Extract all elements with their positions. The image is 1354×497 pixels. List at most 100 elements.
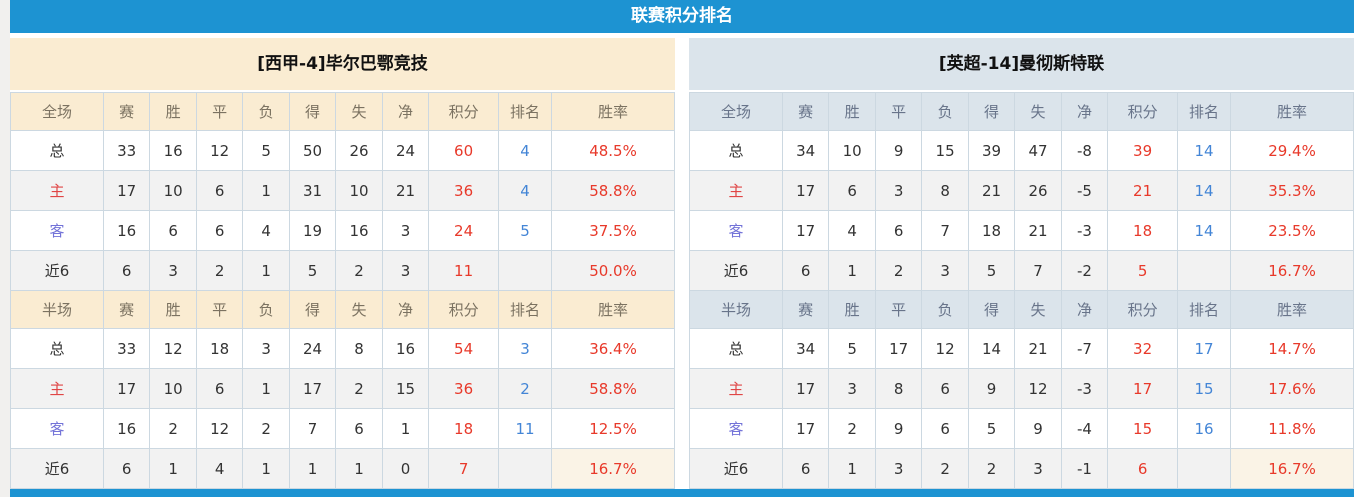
stat-cell: -8 [1060, 130, 1109, 171]
row-label: 主 [10, 170, 104, 211]
rank-cell: 11 [497, 408, 553, 449]
stat-cell: 3 [149, 250, 197, 291]
stat-cell: 1 [288, 448, 337, 489]
points-cell: 39 [1107, 130, 1178, 171]
column-header-cell: 负 [242, 290, 290, 329]
rank-cell: 14 [1176, 170, 1232, 211]
stat-cell: 6 [921, 368, 969, 409]
stat-cell: 2 [335, 250, 383, 291]
stat-cell: 1 [381, 408, 430, 449]
column-header-cell: 负 [921, 92, 969, 131]
column-header-cell: 赛 [102, 290, 151, 329]
stat-cell: 33 [102, 328, 151, 369]
stat-cell: 6 [102, 448, 151, 489]
column-header-cell: 负 [242, 92, 290, 131]
column-header-cell: 胜率 [1230, 290, 1354, 329]
stat-cell: 6 [195, 368, 244, 409]
row-label: 客 [689, 408, 783, 449]
column-header-cell: 失 [335, 92, 383, 131]
stat-cell: 12 [195, 130, 244, 171]
stats-row-total: 总 34 5 17 12 14 21 -7 32 17 14.7% [689, 328, 1354, 369]
rank-cell [1176, 448, 1232, 489]
stat-cell: 10 [335, 170, 383, 211]
points-cell: 36 [428, 368, 499, 409]
stat-cell: 3 [874, 448, 923, 489]
stat-cell: 5 [288, 250, 337, 291]
bottom-accent-bar [10, 489, 1354, 497]
stat-cell: 0 [381, 448, 430, 489]
column-header-cell: 胜 [149, 290, 197, 329]
rate-cell: 58.8% [551, 170, 675, 211]
stat-cell: 6 [781, 448, 830, 489]
column-header-cell: 排名 [497, 92, 553, 131]
points-cell: 6 [1107, 448, 1178, 489]
stat-cell: 12 [921, 328, 969, 369]
stat-cell: 6 [149, 210, 197, 251]
stat-cell: 17 [781, 408, 830, 449]
column-header-cell: 排名 [1176, 290, 1232, 329]
rank-cell: 3 [497, 328, 553, 369]
points-cell: 17 [1107, 368, 1178, 409]
stat-cell: -4 [1060, 408, 1109, 449]
row-label: 总 [10, 130, 104, 171]
stats-row-away: 客 16 2 12 2 7 6 1 18 11 12.5% [10, 408, 675, 449]
stats-row-total: 总 33 12 18 3 24 8 16 54 3 36.4% [10, 328, 675, 369]
points-cell: 24 [428, 210, 499, 251]
stat-cell: 16 [335, 210, 383, 251]
points-cell: 60 [428, 130, 499, 171]
rank-cell: 16 [1176, 408, 1232, 449]
stat-cell: 5 [967, 250, 1016, 291]
points-cell: 32 [1107, 328, 1178, 369]
rate-cell: 16.7% [1230, 250, 1354, 291]
stat-cell: 6 [335, 408, 383, 449]
rank-cell [497, 250, 553, 291]
stat-cell: 5 [242, 130, 290, 171]
rate-cell: 23.5% [1230, 210, 1354, 251]
stat-cell: 3 [921, 250, 969, 291]
stat-cell: 1 [335, 448, 383, 489]
row-label: 近6 [689, 448, 783, 489]
stat-cell: 2 [921, 448, 969, 489]
rate-cell: 16.7% [1230, 448, 1354, 489]
stat-cell: 17 [781, 368, 830, 409]
stats-row-recent: 近6 6 3 2 1 5 2 3 11 50.0% [10, 250, 675, 291]
column-header-row: 半场赛胜平负得失净积分 排名 胜率 [10, 290, 675, 329]
column-header-cell: 胜 [828, 92, 876, 131]
stat-cell: 17 [102, 170, 151, 211]
stat-cell: 18 [967, 210, 1016, 251]
stats-row-recent: 近6 6 1 4 1 1 1 0 7 16.7% [10, 448, 675, 489]
column-header-row: 全场赛胜平负得失净积分 排名 胜率 [689, 92, 1354, 131]
rate-cell: 36.4% [551, 328, 675, 369]
rank-cell: 14 [1176, 130, 1232, 171]
stat-cell: -1 [1060, 448, 1109, 489]
stat-cell: 2 [967, 448, 1016, 489]
points-cell: 15 [1107, 408, 1178, 449]
stat-cell: -3 [1060, 210, 1109, 251]
column-header-cell: 失 [1014, 92, 1062, 131]
points-cell: 21 [1107, 170, 1178, 211]
rate-cell: 11.8% [1230, 408, 1354, 449]
column-header-cell: 得 [967, 92, 1016, 131]
stat-cell: 4 [828, 210, 876, 251]
stat-cell: 3 [828, 368, 876, 409]
stat-cell: 24 [288, 328, 337, 369]
stat-cell: 3 [874, 170, 923, 211]
stats-row-home: 主 17 3 8 6 9 12 -3 17 15 17.6% [689, 368, 1354, 409]
points-cell: 54 [428, 328, 499, 369]
stat-cell: 1 [149, 448, 197, 489]
column-header-cell: 失 [1014, 290, 1062, 329]
stats-row-away: 客 17 4 6 7 18 21 -3 18 14 23.5% [689, 210, 1354, 251]
stat-cell: 2 [828, 408, 876, 449]
column-header-cell: 积分 [428, 290, 499, 329]
row-label: 总 [689, 328, 783, 369]
stat-cell: 1 [828, 250, 876, 291]
stat-cell: 12 [195, 408, 244, 449]
stat-cell: 9 [874, 130, 923, 171]
stat-cell: 9 [967, 368, 1016, 409]
column-header-cell: 净 [1060, 290, 1109, 329]
stat-cell: 2 [195, 250, 244, 291]
stat-cell: 16 [381, 328, 430, 369]
column-header-cell: 胜率 [1230, 92, 1354, 131]
stat-cell: 18 [195, 328, 244, 369]
column-header-cell: 胜率 [551, 290, 675, 329]
